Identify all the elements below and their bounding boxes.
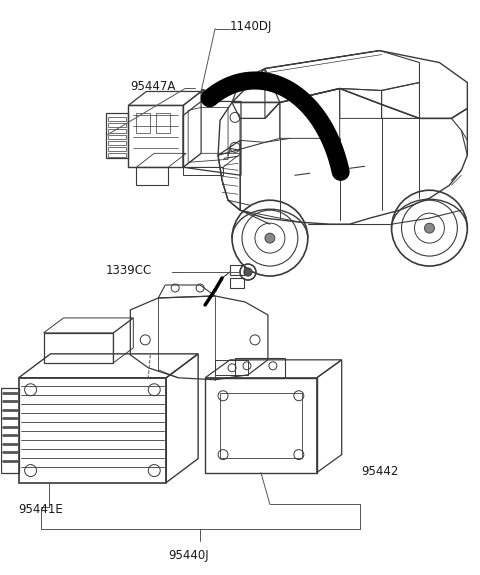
Bar <box>136 113 150 133</box>
Text: 95447A: 95447A <box>130 80 176 93</box>
Bar <box>108 147 126 151</box>
Bar <box>136 167 168 185</box>
Bar <box>108 129 126 133</box>
Bar <box>205 378 317 473</box>
Bar <box>0 388 19 473</box>
Bar <box>19 378 166 482</box>
Bar <box>128 105 183 167</box>
Bar <box>183 167 223 175</box>
Circle shape <box>201 90 205 94</box>
Circle shape <box>244 268 252 276</box>
Bar <box>230 278 244 288</box>
Bar <box>107 113 128 158</box>
Bar <box>108 135 126 139</box>
Bar <box>44 333 113 363</box>
Text: 95442: 95442 <box>361 465 399 478</box>
Circle shape <box>265 233 275 243</box>
Text: 95440J: 95440J <box>168 549 209 562</box>
Text: 1140DJ: 1140DJ <box>230 20 273 33</box>
Bar <box>230 265 244 275</box>
Circle shape <box>424 223 434 233</box>
Bar <box>108 124 126 128</box>
Bar <box>108 154 126 158</box>
Text: 95441E: 95441E <box>19 503 63 516</box>
Bar <box>156 113 170 133</box>
Bar <box>108 141 126 145</box>
Text: 1339CC: 1339CC <box>106 263 152 277</box>
Bar <box>108 117 126 121</box>
